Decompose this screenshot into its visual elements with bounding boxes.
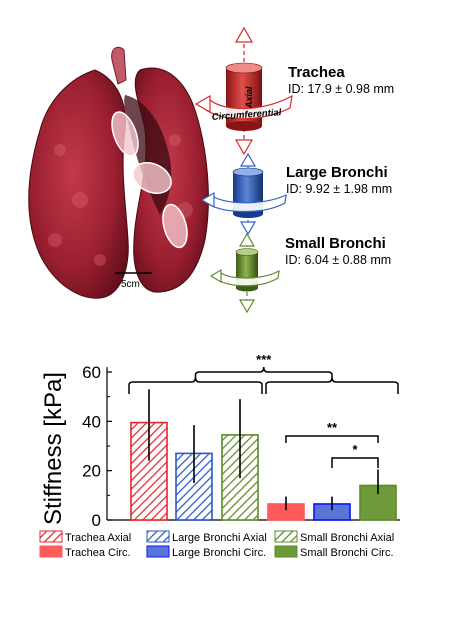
y-tick-label: 20	[82, 462, 101, 481]
legend-swatch	[274, 530, 298, 543]
legend-swatch	[146, 530, 170, 543]
bracket-circ-group	[265, 376, 399, 394]
large-bronchi-id: ID: 9.92 ± 1.98 mm	[286, 182, 392, 196]
significance-label-low: *	[352, 442, 358, 457]
legend-swatch	[39, 545, 63, 558]
y-axis-label: Stiffness [kPa]	[40, 372, 67, 525]
circumferential-label: Circumferential	[211, 107, 282, 123]
small-bronchi-diagram	[209, 232, 280, 314]
legend-swatch	[146, 545, 170, 558]
large-bronchi-diagram	[200, 152, 287, 236]
y-tick-label: 0	[92, 511, 101, 530]
legend-label: Small Bronchi Circ.	[300, 547, 394, 559]
legend-swatch	[274, 545, 298, 558]
small-bronchi-sample-marker	[162, 203, 188, 249]
bracket-low	[331, 457, 379, 468]
y-tick-label: 40	[82, 412, 101, 431]
scale-label: 5cm	[121, 279, 140, 290]
significance-brackets: ******	[128, 352, 399, 468]
trachea-title: Trachea	[288, 64, 345, 81]
bar-small-bronchi-circ	[359, 484, 397, 521]
legend-label: Trachea Axial	[65, 532, 131, 544]
lung-photo: 5cm	[28, 46, 209, 299]
axial-label: Axial	[244, 86, 254, 109]
legend-swatch	[39, 530, 63, 543]
small-bronchi-title: Small Bronchi	[285, 235, 386, 252]
large-bronchi-sample-marker	[132, 162, 172, 194]
bracket-axial-vs-circ	[194, 366, 333, 377]
bars	[130, 421, 397, 521]
large-bronchi-title: Large Bronchi	[286, 164, 388, 181]
trachea-id: ID: 17.9 ± 0.98 mm	[288, 82, 394, 96]
legend-label: Large Bronchi Circ.	[172, 547, 266, 559]
error-bars	[148, 389, 379, 511]
trachea-sample-marker	[111, 111, 139, 157]
small-bronchi-id: ID: 6.04 ± 0.88 mm	[285, 253, 391, 267]
legend-label: Large Bronchi Axial	[172, 532, 267, 544]
legend-label: Small Bronchi Axial	[300, 532, 394, 544]
legend: Trachea Axial Large Bronchi Axial Small Br…	[39, 530, 394, 559]
legend-label: Trachea Circ.	[65, 547, 131, 559]
y-tick-label: 60	[82, 363, 101, 382]
airway-labels: Trachea ID: 17.9 ± 0.98 mm Large Bronchi…	[285, 64, 394, 267]
significance-label-top: ***	[256, 352, 272, 367]
trachea-diagram: Axial Circumferential	[194, 26, 293, 156]
significance-label-mid: **	[327, 420, 338, 435]
bracket-mid	[285, 435, 379, 443]
